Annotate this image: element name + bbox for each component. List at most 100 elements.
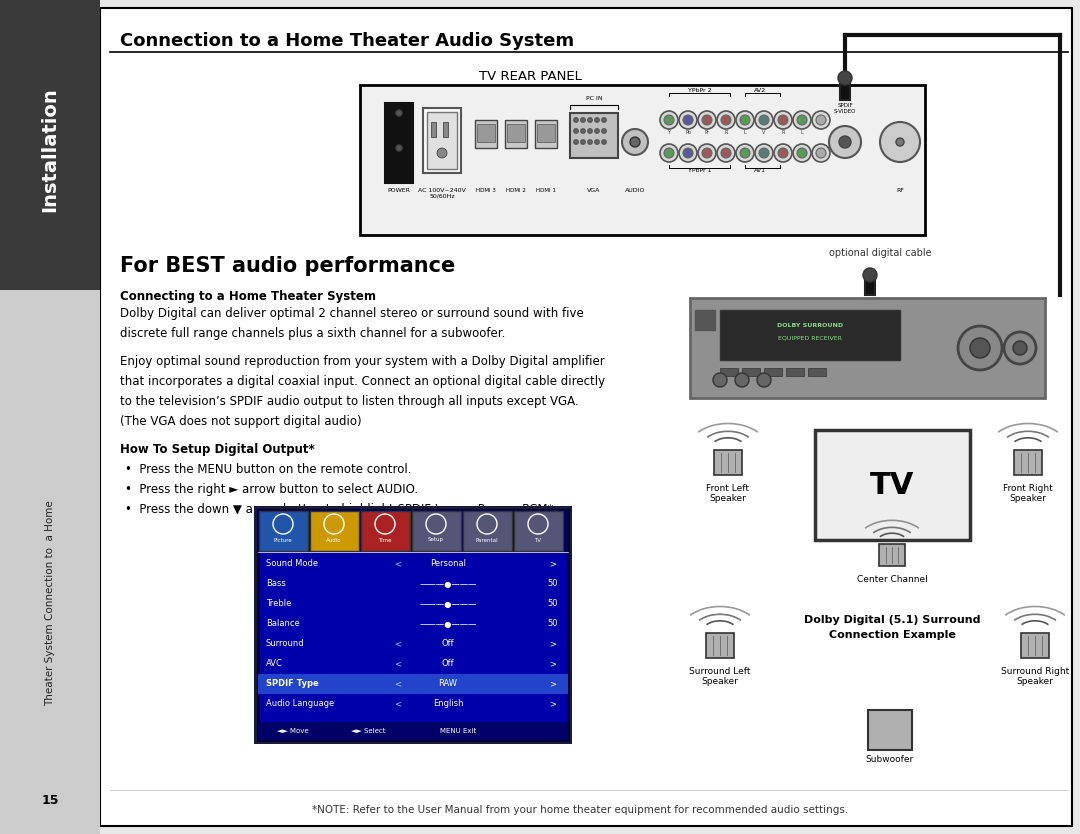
Text: <: < <box>394 640 402 649</box>
Bar <box>714 450 742 475</box>
Text: SPDIF
S-VIDEO: SPDIF S-VIDEO <box>834 103 856 113</box>
Text: V: V <box>762 130 766 135</box>
Text: POWER: POWER <box>388 188 410 193</box>
Circle shape <box>528 514 548 534</box>
Circle shape <box>774 144 792 162</box>
Bar <box>706 632 734 657</box>
Bar <box>360 85 924 235</box>
Text: TV: TV <box>535 537 541 542</box>
Text: ◄► Move: ◄► Move <box>278 728 309 734</box>
Circle shape <box>588 128 592 133</box>
Bar <box>443 122 448 137</box>
Bar <box>310 511 359 551</box>
Text: *NOTE: Refer to the User Manual from your home theater equipment for recommended: *NOTE: Refer to the User Manual from you… <box>312 805 848 815</box>
Circle shape <box>273 514 293 534</box>
Circle shape <box>793 111 811 129</box>
Bar <box>258 722 568 740</box>
Circle shape <box>573 118 578 123</box>
Text: AV1: AV1 <box>754 168 766 173</box>
Circle shape <box>588 118 592 123</box>
Text: Personal: Personal <box>430 560 465 569</box>
Circle shape <box>757 373 771 387</box>
Text: <: < <box>394 560 402 569</box>
Text: AVC: AVC <box>266 660 283 669</box>
Circle shape <box>793 144 811 162</box>
Circle shape <box>375 514 395 534</box>
Text: Pr: Pr <box>704 130 710 135</box>
Circle shape <box>740 115 750 125</box>
Text: How To Setup Digital Output*: How To Setup Digital Output* <box>120 443 314 456</box>
Text: 50: 50 <box>548 580 558 589</box>
Circle shape <box>812 111 831 129</box>
Bar <box>570 113 618 158</box>
Bar <box>361 511 410 551</box>
Circle shape <box>721 115 731 125</box>
Text: Pb: Pb <box>685 130 691 135</box>
Circle shape <box>735 144 754 162</box>
Text: >: > <box>550 640 556 649</box>
Circle shape <box>839 136 851 148</box>
Circle shape <box>797 148 807 158</box>
Bar <box>786 368 804 376</box>
Text: <: < <box>394 680 402 689</box>
Text: <: < <box>394 660 402 669</box>
Circle shape <box>679 111 697 129</box>
Circle shape <box>622 129 648 155</box>
Text: Balance: Balance <box>266 620 300 629</box>
Text: Audio Language: Audio Language <box>266 700 334 709</box>
Text: Off: Off <box>442 660 455 669</box>
Circle shape <box>829 126 861 158</box>
Text: TV REAR PANEL: TV REAR PANEL <box>478 70 581 83</box>
Circle shape <box>602 140 606 144</box>
Bar <box>535 120 557 148</box>
Bar <box>384 103 413 183</box>
Text: Front Right
Speaker: Front Right Speaker <box>1003 484 1053 504</box>
Circle shape <box>735 111 754 129</box>
Text: Time: Time <box>378 537 392 542</box>
Text: 50: 50 <box>548 600 558 609</box>
Text: •  Press the right ► arrow button to select AUDIO.: • Press the right ► arrow button to sele… <box>125 483 418 496</box>
Circle shape <box>683 115 693 125</box>
Circle shape <box>774 111 792 129</box>
Circle shape <box>735 373 750 387</box>
Text: HDMI 2: HDMI 2 <box>507 188 526 193</box>
Circle shape <box>602 118 606 123</box>
Bar <box>505 120 527 148</box>
Text: AUDIO: AUDIO <box>624 188 645 193</box>
Text: Connection Example: Connection Example <box>828 630 956 640</box>
Bar <box>431 122 436 137</box>
Bar <box>258 510 568 740</box>
Text: ———●———: ———●——— <box>419 620 476 629</box>
Text: R: R <box>781 130 785 135</box>
Text: Y: Y <box>667 130 671 135</box>
Bar <box>690 298 1045 398</box>
Text: YPbPr 1: YPbPr 1 <box>688 168 712 173</box>
Bar <box>411 511 461 551</box>
Circle shape <box>958 326 1002 370</box>
Bar <box>254 506 572 744</box>
Bar <box>840 78 850 100</box>
Circle shape <box>759 115 769 125</box>
Circle shape <box>630 137 640 147</box>
Bar <box>720 310 900 360</box>
Circle shape <box>581 118 585 123</box>
Bar <box>696 310 715 330</box>
Bar <box>764 368 782 376</box>
Circle shape <box>588 140 592 144</box>
Text: 50: 50 <box>548 620 558 629</box>
Text: Dolby Digital (5.1) Surround: Dolby Digital (5.1) Surround <box>804 615 981 625</box>
Text: HDMI 1: HDMI 1 <box>536 188 556 193</box>
Circle shape <box>602 128 606 133</box>
Bar <box>427 112 457 169</box>
Text: TV: TV <box>869 470 914 500</box>
Circle shape <box>595 118 599 123</box>
Text: Audio: Audio <box>326 537 341 542</box>
Circle shape <box>573 140 578 144</box>
Circle shape <box>797 115 807 125</box>
Bar <box>507 124 525 142</box>
Bar <box>868 710 912 750</box>
Circle shape <box>595 140 599 144</box>
Text: Dolby Digital can deliver optimal 2 channel stereo or surround sound with five
d: Dolby Digital can deliver optimal 2 chan… <box>120 307 584 340</box>
Circle shape <box>717 144 735 162</box>
Bar <box>259 511 308 551</box>
